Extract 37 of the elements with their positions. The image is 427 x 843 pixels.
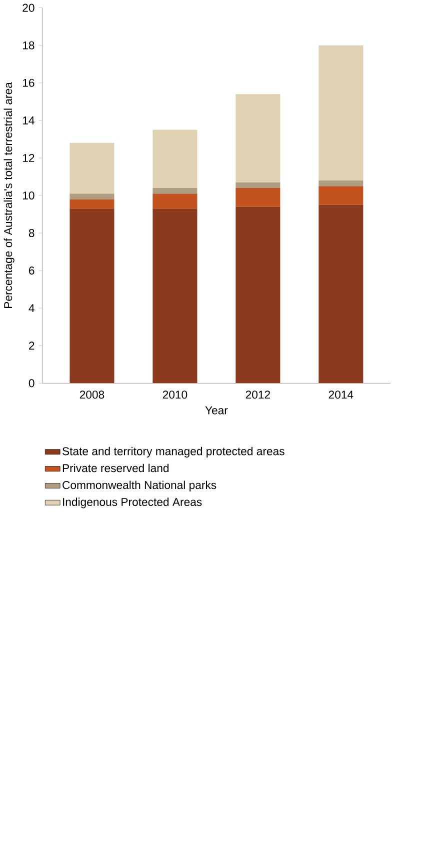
bar [318, 45, 364, 180]
bar [70, 208, 114, 384]
x-tick-label: 2008 [80, 390, 104, 399]
y-tick-label: 6 [28, 266, 34, 275]
y-tick-label: 2 [28, 342, 34, 350]
y-tick-label: 8 [28, 229, 34, 238]
bar [152, 194, 198, 209]
bar [70, 199, 114, 209]
bar [318, 186, 364, 205]
bar [236, 188, 280, 207]
bar [318, 180, 364, 186]
legend-label: Commonwealth National parks [62, 480, 216, 492]
y-tick-label: 12 [22, 154, 34, 162]
legend-label: Indigenous Protected Areas [63, 498, 202, 508]
bar [152, 130, 198, 188]
legend-label: Private reserved land [62, 464, 169, 472]
x-tick-label: 2012 [246, 390, 270, 399]
y-tick-label: 0 [28, 379, 34, 388]
bar [70, 142, 114, 194]
x-tick-label: 2010 [162, 390, 188, 399]
y-tick-label: 4 [28, 304, 34, 312]
bar [318, 204, 364, 384]
bar [152, 208, 198, 384]
bar [236, 182, 280, 188]
y-axis-title: Percentage of Australia's total terrestrial area [4, 82, 14, 308]
bar [236, 206, 280, 384]
x-axis-title: Year [205, 406, 228, 414]
y-tick-label: 14 [22, 116, 34, 124]
y-tick-label: 18 [22, 41, 34, 50]
y-tick-label: 16 [22, 78, 34, 87]
y-tick-label: 20 [22, 4, 34, 12]
bar [236, 94, 280, 182]
x-tick-label: 2014 [328, 390, 354, 399]
bar [70, 194, 114, 200]
y-tick-label: 10 [22, 191, 34, 200]
legend-label: State and territory managed protected areas [62, 446, 284, 458]
bar [152, 188, 198, 194]
